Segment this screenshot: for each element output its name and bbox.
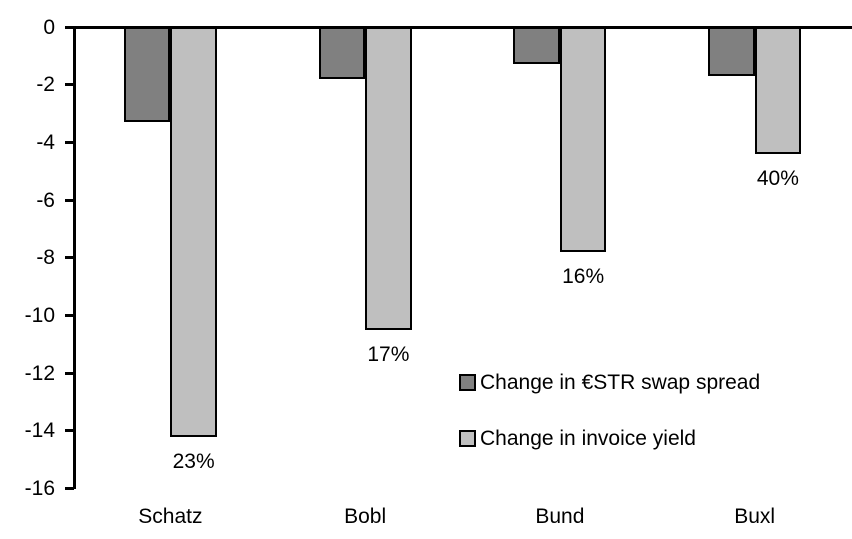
- y-tick-mark: [65, 371, 74, 375]
- legend-item-invoice-yield: Change in invoice yield: [459, 427, 760, 450]
- bar-percentage-label: 40%: [756, 166, 799, 190]
- y-tick-mark: [65, 429, 74, 433]
- y-axis-line: [73, 26, 76, 489]
- legend: Change in €STR swap spread Change in inv…: [459, 371, 760, 483]
- y-tick-mark: [65, 487, 74, 490]
- swap-spread-bar: [708, 27, 755, 77]
- invoice-yield-bar: [754, 27, 802, 154]
- category-label-schatz: Schatz: [138, 505, 203, 528]
- y-tick-label: -4: [36, 130, 55, 154]
- legend-label: Change in invoice yield: [480, 427, 696, 450]
- y-tick-label: -12: [24, 361, 55, 385]
- zero-baseline: [65, 26, 852, 29]
- invoice-yield-swatch-icon: [459, 430, 476, 447]
- y-tick-label: -2: [36, 73, 55, 97]
- y-tick-mark: [65, 198, 74, 202]
- invoice-yield-bar: [170, 27, 217, 437]
- invoice-yield-bar: [559, 27, 607, 252]
- y-tick-mark: [65, 83, 74, 87]
- category-label-bund: Bund: [535, 505, 585, 528]
- invoice-yield-bar: [365, 27, 412, 330]
- y-tick-label: -14: [24, 419, 55, 443]
- y-tick-label: 0: [43, 15, 55, 39]
- swap-spread-bar: [123, 27, 171, 123]
- legend-item-swap-spread: Change in €STR swap spread: [459, 371, 760, 394]
- y-tick-label: -16: [24, 477, 55, 500]
- swap-spread-swatch-icon: [459, 374, 476, 391]
- category-label-bobl: Bobl: [344, 505, 387, 528]
- y-tick-label: -6: [36, 188, 55, 212]
- y-tick-mark: [65, 140, 74, 144]
- legend-label: Change in €STR swap spread: [480, 371, 761, 394]
- bar-percentage-label: 23%: [172, 449, 215, 473]
- swap-spread-bar: [513, 27, 560, 65]
- y-tick-mark: [65, 313, 74, 317]
- swap-spread-bar: [318, 27, 366, 79]
- y-tick-mark: [65, 256, 74, 260]
- bar-percentage-label: 16%: [562, 264, 605, 288]
- category-label-buxl: Buxl: [734, 505, 776, 528]
- bar-percentage-label: 17%: [367, 342, 410, 366]
- y-tick-label: -10: [24, 303, 55, 327]
- y-tick-label: -8: [36, 246, 55, 270]
